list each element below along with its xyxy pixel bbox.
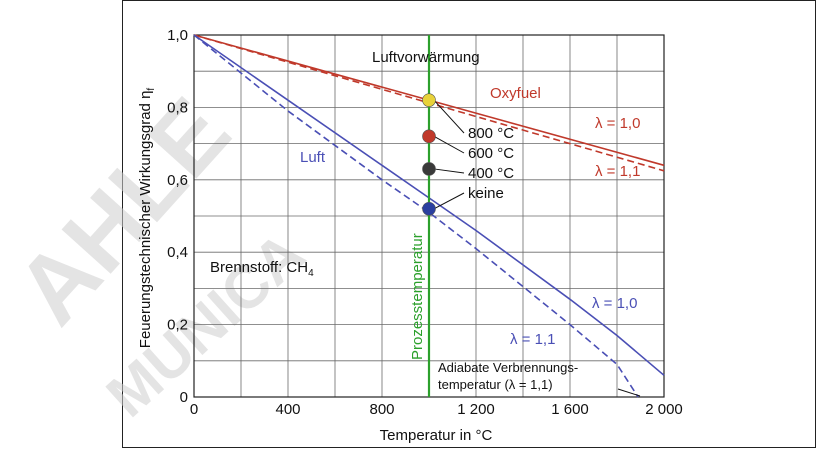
point-leader-line (433, 99, 465, 134)
luft-lambda-10-label: λ = 1,0 (592, 295, 637, 312)
y-tick-label: 0,6 (167, 172, 188, 189)
x-tick-label: 1 600 (551, 401, 589, 418)
preheat-point (422, 162, 436, 176)
oxyfuel-lambda-11-label: λ = 1,1 (595, 163, 640, 180)
preheat-point (422, 129, 436, 144)
y-tick-label: 0,8 (167, 99, 188, 116)
y-tick-label: 0 (180, 389, 188, 406)
luft-lambda-11-label: λ = 1,1 (510, 331, 555, 348)
adiabat-label-line2: temperatur (λ = 1,1) (438, 377, 553, 392)
watermark: AHLE MUNICA (0, 78, 317, 429)
preheat-point-label: 400 °C (468, 165, 514, 182)
preheat-point-label: 800 °C (468, 125, 514, 142)
annotation-luftvorwaermung: Luftvorwärmung (372, 49, 480, 66)
point-leader-line (433, 192, 465, 210)
x-tick-label: 400 (275, 401, 300, 418)
annotation-brennstoff: Brennstoff: CH4 (210, 259, 314, 279)
y-axis-label: Feuerungstechnischer Wirkungsgrad ηf (137, 88, 157, 349)
series-line-luft-lambda-11 (193, 34, 639, 398)
x-tick-label: 1 200 (457, 401, 495, 418)
preheat-point (422, 201, 436, 216)
y-tick-labels: 0 0,2 0,4 0,6 0,8 1,0 (167, 27, 188, 406)
chart-frame (122, 0, 816, 448)
preheat-point (422, 93, 436, 107)
preheat-point-label: keine (468, 185, 504, 202)
x-tick-label: 800 (369, 401, 394, 418)
annotation-luft: Luft (300, 149, 326, 166)
adiabat-label-line1: Adiabate Verbrennungs- (438, 360, 578, 375)
y-tick-label: 0,2 (167, 317, 188, 334)
process-temperature-label: Prozesstemperatur (409, 233, 426, 360)
oxyfuel-lambda-10-label: λ = 1,0 (595, 115, 640, 132)
adiabat-pointer (617, 388, 641, 397)
x-tick-labels: 0 400 800 1 200 1 600 2 000 (190, 401, 683, 418)
y-tick-label: 0,4 (167, 244, 188, 261)
point-leader-line (433, 168, 465, 174)
x-tick-label: 0 (190, 401, 198, 418)
x-tick-label: 2 000 (645, 401, 683, 418)
annotation-oxyfuel: Oxyfuel (490, 85, 541, 102)
point-leader-line (433, 135, 465, 154)
preheat-point-label: 600 °C (468, 145, 514, 162)
series-line-luft-lambda-10 (193, 34, 665, 376)
y-tick-label: 1,0 (167, 27, 188, 44)
air-preheat-points: 800 °C 600 °C 400 °C keine (422, 93, 514, 216)
x-axis-label: Temperatur in °C (380, 427, 493, 444)
